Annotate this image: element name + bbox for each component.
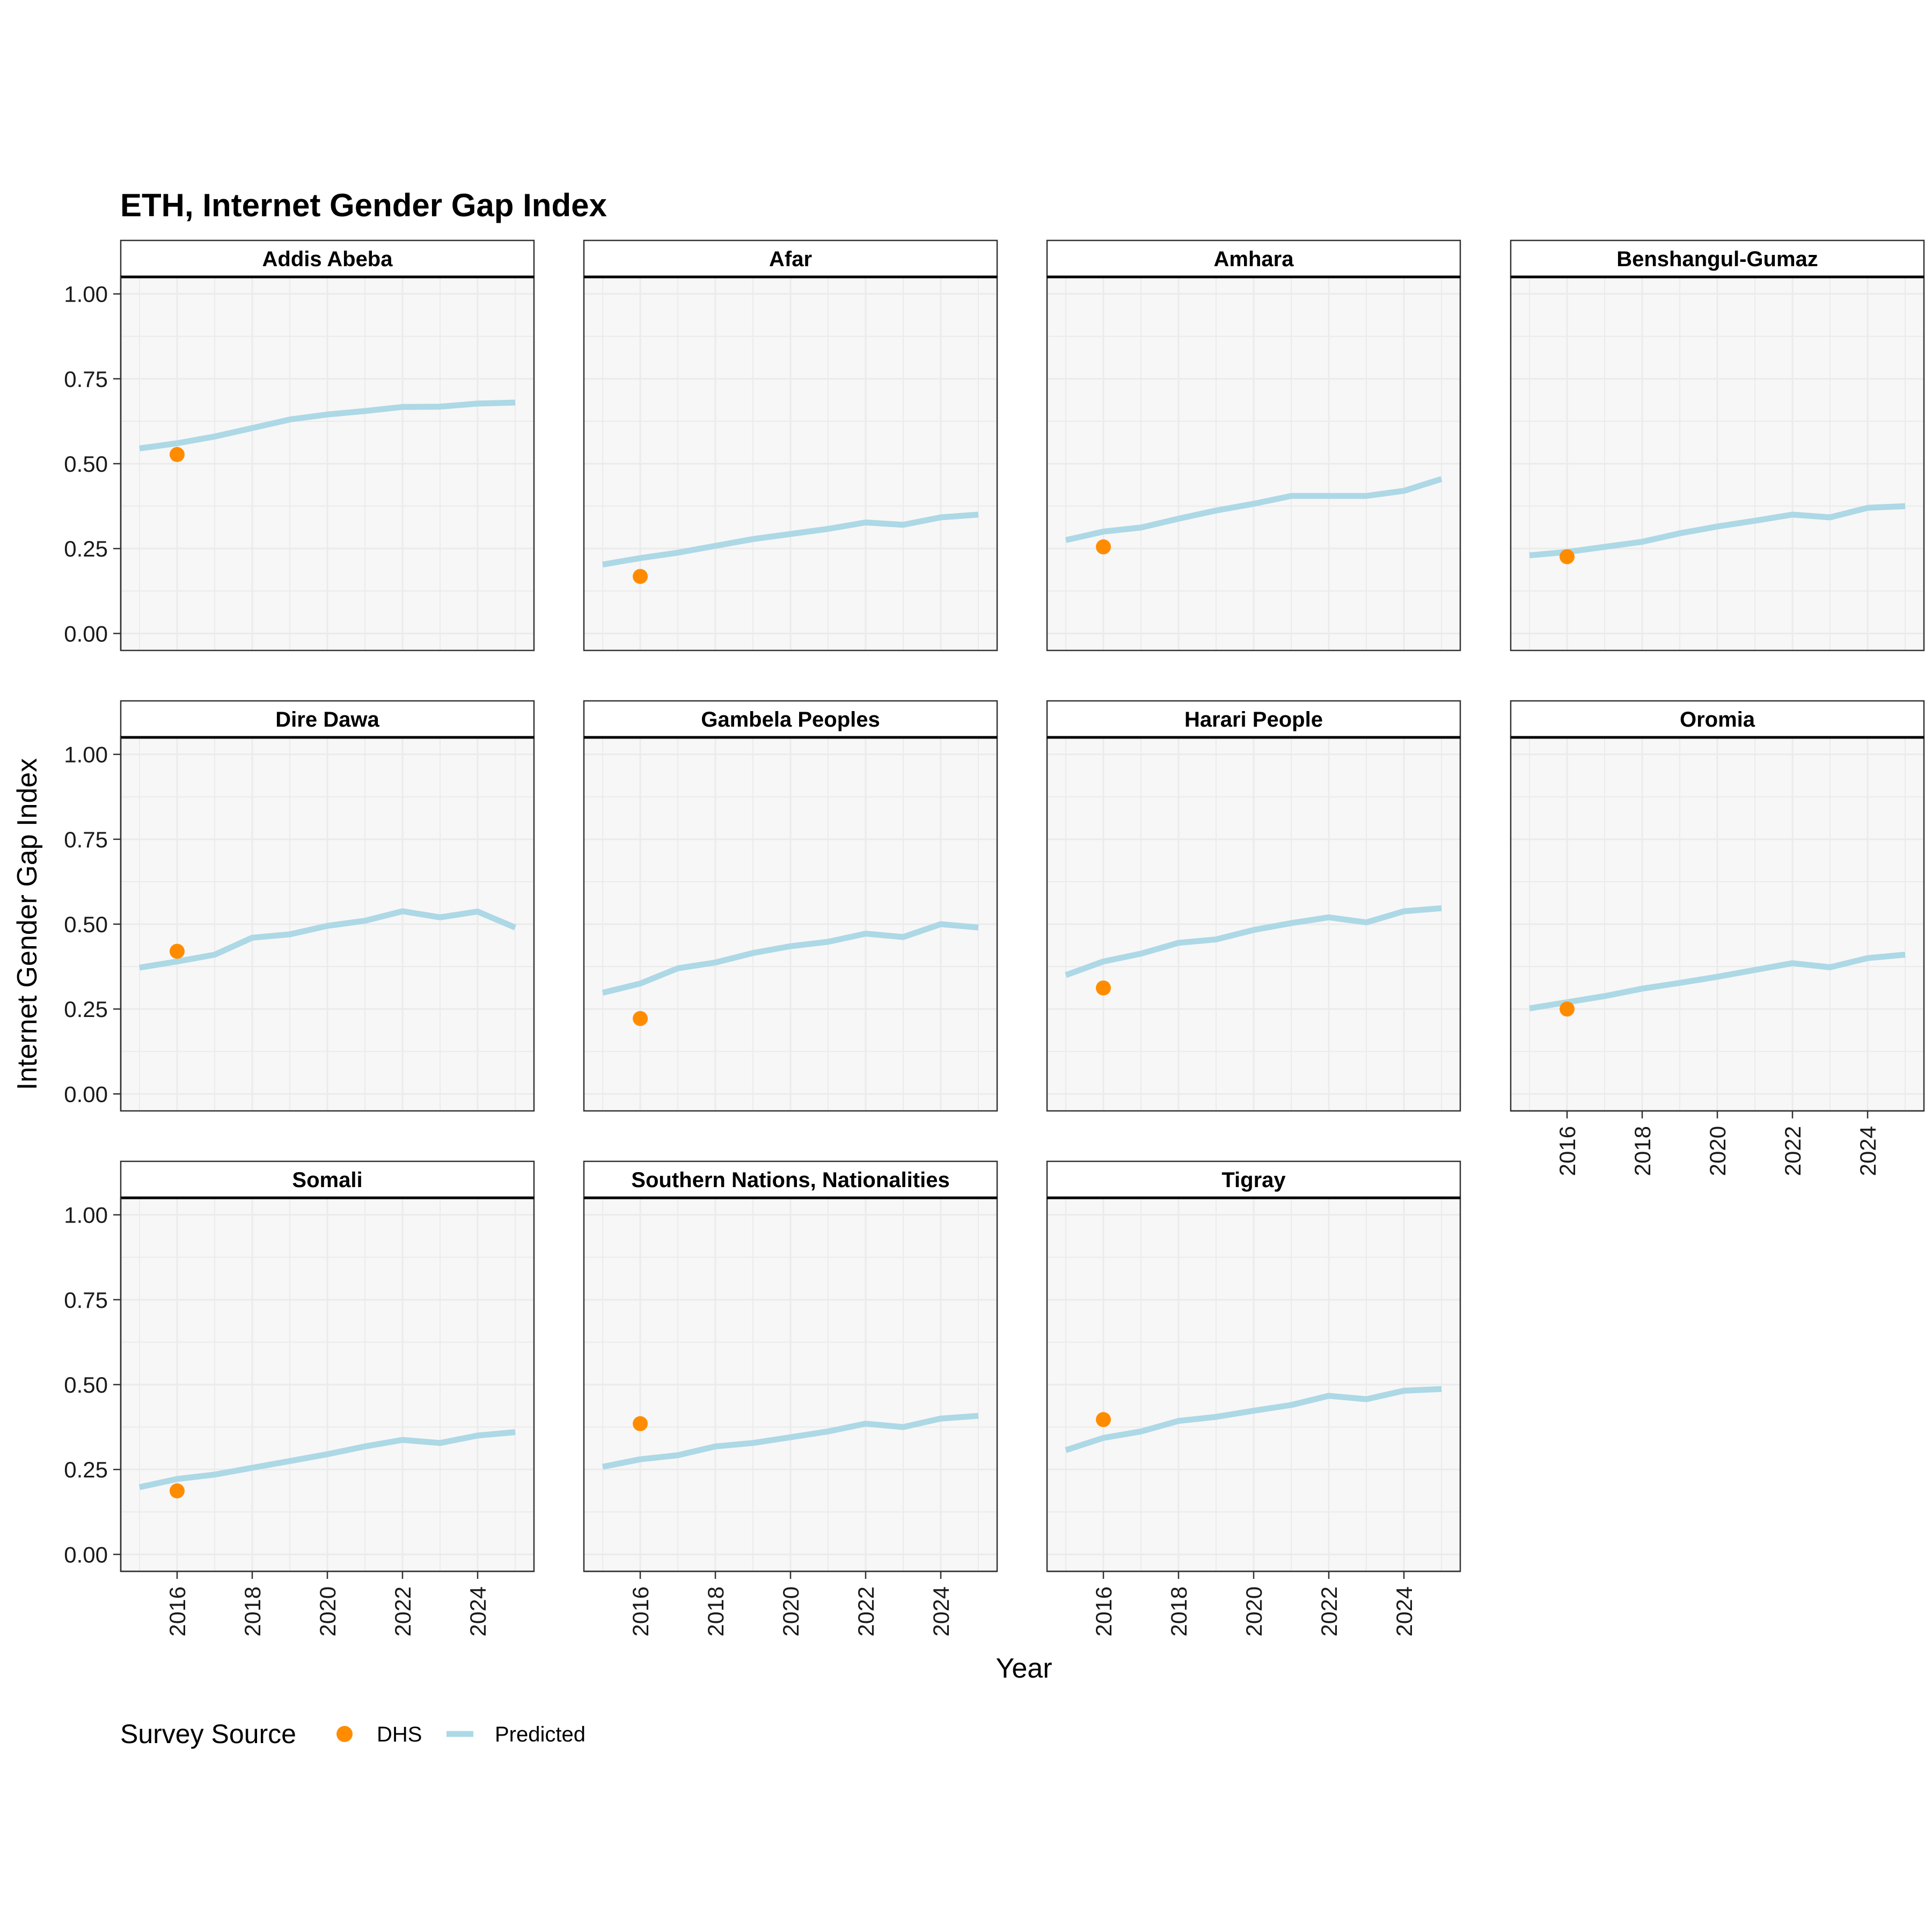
x-tick-label: 2022 — [1780, 1126, 1805, 1176]
y-tick-label: 1.00 — [64, 282, 108, 307]
strip-label: Benshangul-Gumaz — [1616, 247, 1818, 271]
panel-benshangul-gumaz: Benshangul-Gumaz — [1511, 240, 1924, 650]
y-axis-title: Internet Gender Gap Index — [12, 758, 43, 1091]
dhs-point — [633, 1011, 648, 1026]
x-tick-label: 2018 — [703, 1586, 728, 1636]
strip-label: Tigray — [1221, 1168, 1286, 1192]
strip-label: Oromia — [1680, 708, 1755, 731]
x-tick-label: 2016 — [1555, 1126, 1580, 1176]
panel-oromia: Oromia 2016 2018 2020 2022 2024 — [1511, 701, 1924, 1176]
panel-amhara: Amhara — [1047, 240, 1460, 650]
x-tick-label: 2016 — [628, 1586, 653, 1636]
dhs-point — [1096, 539, 1111, 554]
y-tick-label: 0.25 — [64, 997, 108, 1022]
x-tick-label: 2024 — [1855, 1126, 1880, 1176]
x-tick-label: 2022 — [853, 1586, 879, 1636]
strip-label: Addis Abeba — [262, 247, 393, 271]
dhs-point — [1096, 980, 1111, 996]
x-tick-label: 2016 — [165, 1586, 190, 1636]
y-tick-label: 1.00 — [64, 742, 108, 767]
strip-label: Southern Nations, Nationalities — [631, 1168, 949, 1192]
y-tick-label: 0.50 — [64, 1372, 108, 1397]
panel-tigray: Tigray 2016 2018 2020 2022 2024 — [1047, 1161, 1460, 1636]
x-tick-label: 2024 — [928, 1586, 954, 1636]
y-tick-label: 0.25 — [64, 536, 108, 561]
legend-label-dhs: DHS — [377, 1723, 422, 1746]
x-tick-label: 2022 — [1316, 1586, 1342, 1636]
x-tick-label: 2018 — [240, 1586, 265, 1636]
dhs-point — [170, 1483, 185, 1498]
dhs-point — [633, 569, 648, 584]
x-tick-label: 2016 — [1091, 1586, 1116, 1636]
y-tick-label: 0.00 — [64, 1542, 108, 1567]
x-tick-label: 2020 — [778, 1586, 803, 1636]
panel-afar: Afar — [584, 240, 997, 650]
panel-harari-people: Harari People — [1047, 701, 1460, 1111]
x-tick-label: 2024 — [465, 1586, 491, 1636]
dhs-point — [1560, 1001, 1575, 1016]
strip-label: Harari People — [1184, 708, 1323, 731]
y-tick-label: 0.25 — [64, 1457, 108, 1482]
x-tick-label: 2024 — [1392, 1586, 1417, 1636]
strip-label: Amhara — [1214, 247, 1294, 271]
chart-title: ETH, Internet Gender Gap Index — [120, 187, 607, 223]
strip-label: Gambela Peoples — [701, 708, 880, 731]
y-tick-label: 0.75 — [64, 1287, 108, 1313]
panel-addis-abeba: Addis Abeba 0.00 0.25 0.50 0.75 1.00 — [64, 240, 534, 650]
panel-dire-dawa: Dire Dawa 0.00 0.25 0.50 0.75 1.00 — [64, 701, 534, 1111]
y-tick-label: 1.00 — [64, 1203, 108, 1228]
y-tick-label: 0.00 — [64, 1081, 108, 1107]
x-tick-label: 2018 — [1630, 1126, 1655, 1176]
y-tick-label: 0.75 — [64, 367, 108, 392]
x-tick-label: 2020 — [1241, 1586, 1267, 1636]
dhs-point — [170, 944, 185, 959]
y-tick-label: 0.50 — [64, 912, 108, 937]
x-tick-label: 2020 — [1705, 1126, 1730, 1176]
dhs-point — [1096, 1412, 1111, 1427]
legend-key-dhs — [336, 1726, 353, 1742]
legend-label-predicted: Predicted — [495, 1723, 586, 1746]
x-tick-label: 2022 — [390, 1586, 415, 1636]
x-tick-label: 2020 — [315, 1586, 340, 1636]
y-tick-label: 0.75 — [64, 827, 108, 852]
y-tick-label: 0.00 — [64, 621, 108, 646]
panel-southern-nations-nationalities: Southern Nations, Nationalities 2016 2018 2… — [584, 1161, 997, 1636]
x-axis-title: Year — [996, 1653, 1052, 1684]
strip-label: Afar — [769, 247, 812, 271]
legend-title: Survey Source — [120, 1719, 296, 1749]
panel-somali: Somali 0.00 0.25 0.50 0.75 1.00 2016 2018 2020 20… — [64, 1161, 534, 1636]
dhs-point — [170, 447, 185, 462]
dhs-point — [633, 1416, 648, 1431]
strip-label: Dire Dawa — [275, 708, 379, 731]
dhs-point — [1560, 549, 1575, 564]
y-tick-label: 0.50 — [64, 451, 108, 477]
strip-label: Somali — [292, 1168, 362, 1192]
panel-gambela-peoples: Gambela Peoples — [584, 701, 997, 1111]
x-tick-label: 2018 — [1166, 1586, 1191, 1636]
